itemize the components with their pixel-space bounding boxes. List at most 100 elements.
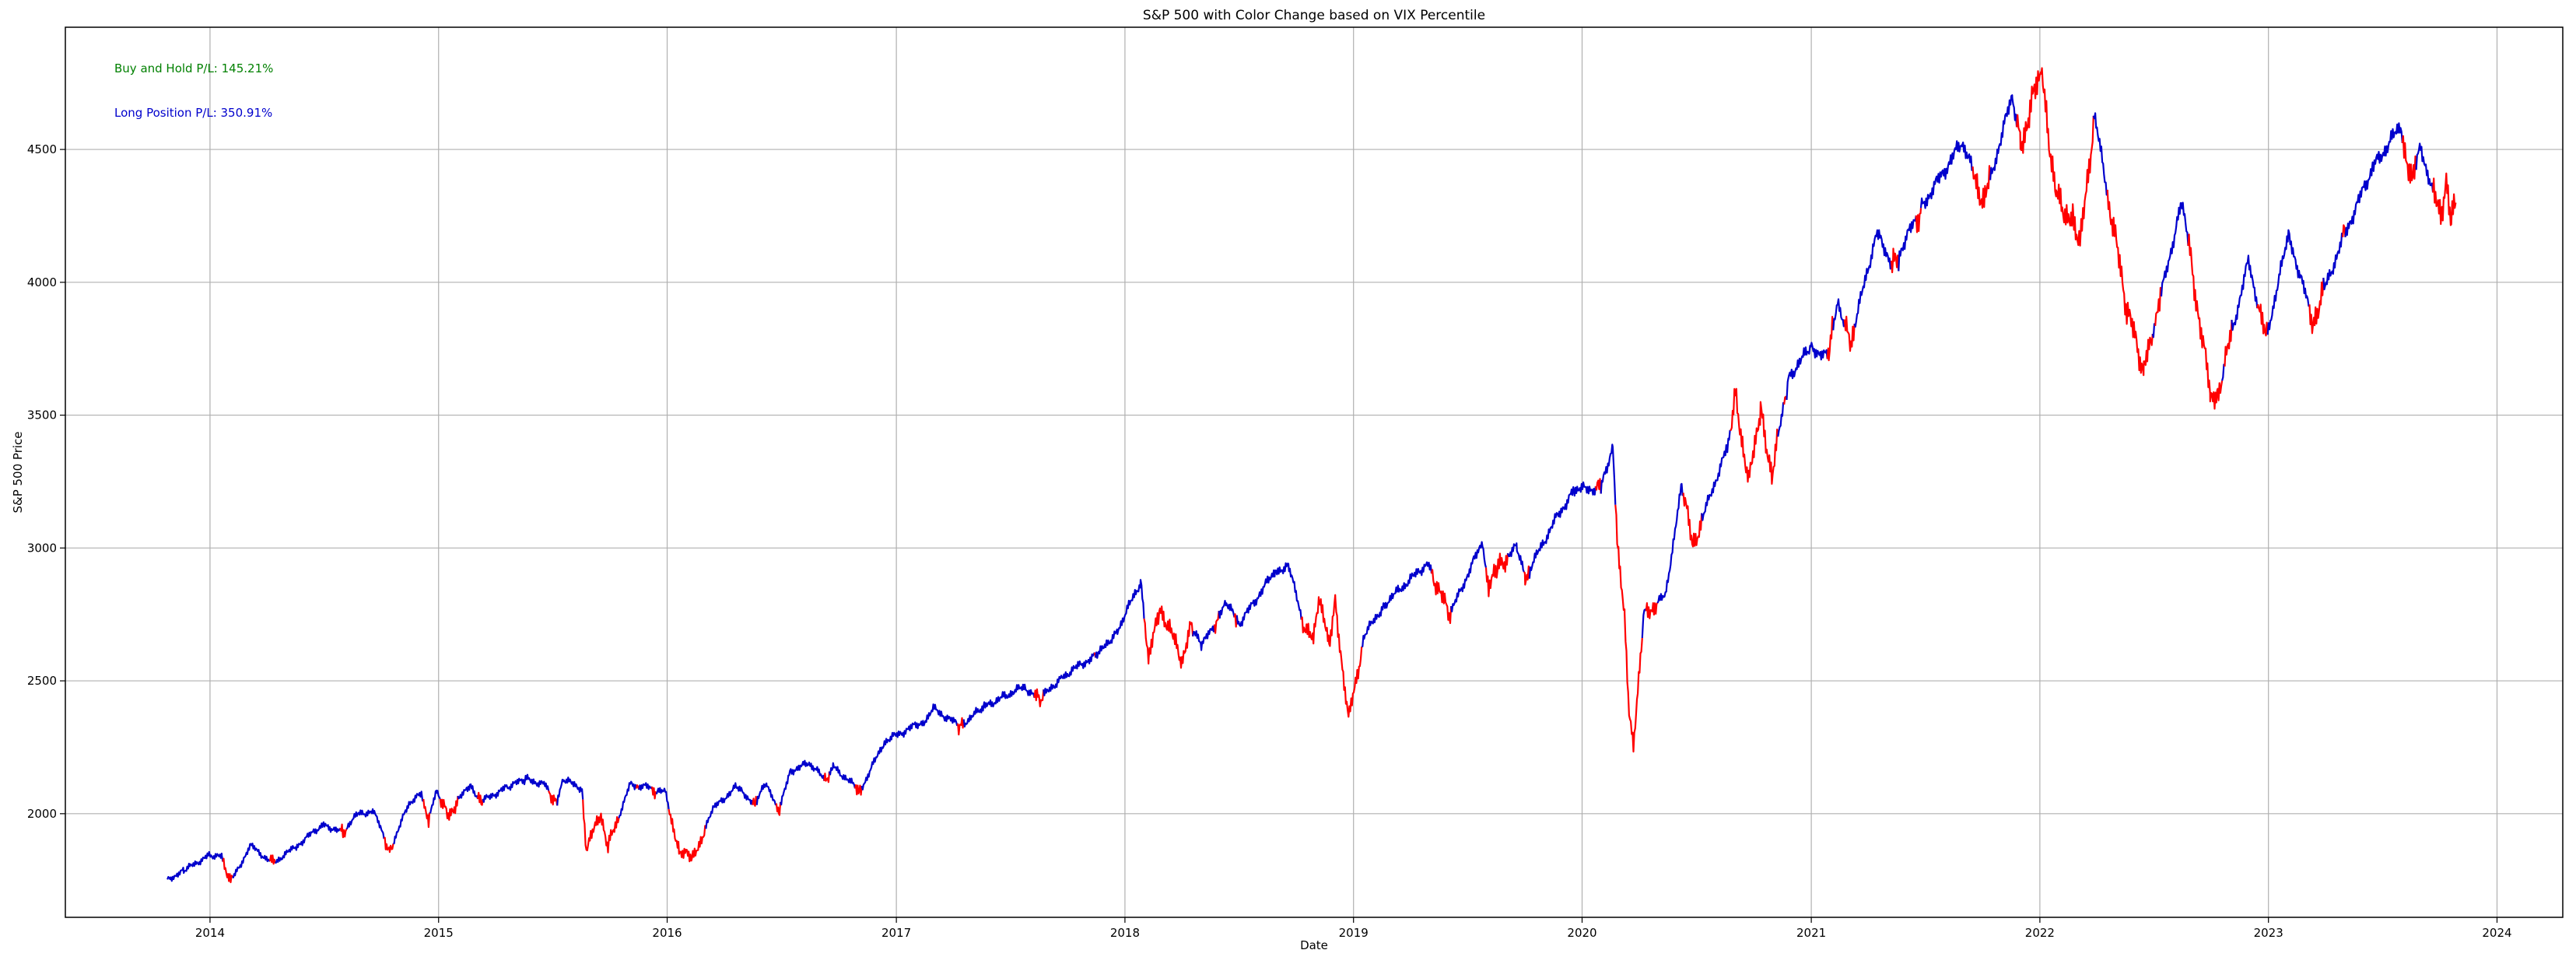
- high-vix-segment-87: [2308, 277, 2325, 335]
- x-tick-label-2020: 2020: [1567, 926, 1596, 940]
- y-tick-label-4000: 4000: [27, 275, 57, 289]
- high-vix-segment-33: [957, 717, 965, 736]
- high-vix-segment-13: [477, 791, 484, 806]
- x-tick-label-2014: 2014: [195, 926, 225, 940]
- low-vix-segment-60: [1701, 429, 1731, 521]
- x-axis-label: Date: [1300, 938, 1328, 952]
- chart-title: S&P 500 with Color Change based on VIX P…: [1143, 8, 1485, 23]
- low-vix-segment-32: [860, 703, 959, 790]
- low-vix-segment-82: [2221, 363, 2226, 381]
- low-vix-segment-40: [1192, 624, 1216, 651]
- high-vix-segment-23: [668, 808, 707, 863]
- high-vix-segment-7: [383, 836, 394, 854]
- y-tick-label-3500: 3500: [27, 408, 57, 422]
- grid-lines: [65, 27, 2563, 917]
- low-vix-segment-64: [1786, 342, 1828, 401]
- high-vix-segment-11: [439, 795, 459, 821]
- high-vix-segment-71: [1915, 208, 1922, 233]
- low-vix-segment-14: [482, 773, 550, 803]
- low-vix-segment-18: [618, 780, 637, 819]
- high-vix-segment-67: [1843, 315, 1856, 352]
- low-vix-segment-2: [232, 843, 271, 878]
- high-vix-segment-77: [2106, 189, 2154, 377]
- low-vix-segment-34: [962, 683, 1036, 727]
- low-vix-segment-38: [1095, 579, 1145, 659]
- high-vix-segment-25: [752, 795, 758, 807]
- high-vix-segment-41: [1213, 610, 1220, 634]
- high-vix-segment-79: [2154, 286, 2163, 326]
- long-position-annotation: Long Position P/L: 350.91%: [114, 106, 272, 120]
- low-vix-segment-72: [1919, 140, 1974, 209]
- low-vix-segment-62: [1777, 401, 1786, 437]
- high-vix-segment-73: [1971, 165, 1992, 209]
- low-vix-segment-52: [1528, 481, 1596, 579]
- low-vix-segment-22: [655, 787, 670, 810]
- high-vix-segment-65: [1826, 316, 1835, 362]
- y-tick-label-2000: 2000: [27, 807, 57, 821]
- high-vix-segment-35: [1033, 688, 1045, 708]
- high-vix-segment-3: [268, 854, 276, 865]
- high-vix-segment-27: [775, 801, 782, 816]
- y-axis-label: S&P 500 Price: [11, 431, 25, 513]
- high-vix-segment-1: [222, 857, 233, 884]
- low-vix-segment-86: [2266, 229, 2311, 335]
- low-vix-segment-80: [2160, 202, 2189, 297]
- x-tick-label-2021: 2021: [1796, 926, 1826, 940]
- high-vix-segment-59: [1682, 493, 1703, 548]
- high-vix-segment-75: [2016, 67, 2094, 247]
- high-vix-segment-57: [1645, 602, 1659, 619]
- low-vix-segment-20: [638, 782, 654, 791]
- buy-and-hold-annotation: Buy and Hold P/L: 145.21%: [114, 61, 273, 75]
- low-vix-segment-66: [1832, 298, 1845, 331]
- low-vix-segment-58: [1656, 482, 1684, 604]
- high-vix-segment-39: [1143, 605, 1194, 669]
- x-tick-label-2015: 2015: [424, 926, 454, 940]
- low-vix-segment-4: [275, 821, 342, 864]
- low-vix-segment-90: [2344, 122, 2403, 237]
- low-vix-segment-16: [556, 776, 584, 806]
- low-vix-segment-70: [1898, 215, 1917, 272]
- high-vix-segment-43: [1233, 613, 1238, 628]
- high-vix-segment-69: [1890, 247, 1900, 274]
- high-vix-segment-45: [1300, 594, 1363, 718]
- high-vix-segment-83: [2224, 320, 2233, 367]
- y-tick-label-4500: 4500: [27, 142, 57, 156]
- low-vix-segment-26: [755, 782, 777, 806]
- price-line: [166, 67, 2457, 884]
- x-tick-label-2023: 2023: [2254, 926, 2283, 940]
- low-vix-segment-68: [1853, 229, 1893, 328]
- high-vix-segment-51: [1523, 565, 1530, 586]
- axis-ticks: 2014 2015 2016 2017 2018 2019 2020 2021 2022 2023…: [27, 142, 2512, 940]
- low-vix-segment-36: [1043, 652, 1095, 696]
- high-vix-segment-29: [823, 771, 831, 783]
- x-tick-label-2019: 2019: [1339, 926, 1369, 940]
- high-vix-segment-81: [2187, 233, 2224, 410]
- low-vix-segment-10: [429, 790, 441, 814]
- x-tick-label-2017: 2017: [881, 926, 911, 940]
- low-vix-segment-74: [1989, 94, 2018, 181]
- low-vix-segment-0: [166, 850, 224, 882]
- low-vix-segment-6: [345, 808, 385, 840]
- low-vix-segment-46: [1362, 561, 1433, 648]
- high-vix-segment-53: [1594, 478, 1602, 494]
- low-vix-segment-48: [1450, 541, 1488, 613]
- x-tick-label-2018: 2018: [1110, 926, 1140, 940]
- low-vix-segment-24: [705, 782, 754, 829]
- low-vix-segment-76: [2092, 112, 2108, 196]
- x-tick-label-2016: 2016: [652, 926, 682, 940]
- high-vix-segment-85: [2256, 303, 2269, 337]
- low-vix-segment-8: [393, 790, 425, 845]
- plot-frame: [65, 26, 2564, 918]
- low-vix-segment-78: [2151, 323, 2157, 338]
- high-vix-segment-49: [1484, 552, 1509, 598]
- x-tick-label-2024: 2024: [2482, 926, 2511, 940]
- low-vix-segment-30: [828, 762, 857, 789]
- low-vix-segment-50: [1506, 542, 1525, 573]
- high-vix-segment-9: [422, 798, 431, 829]
- high-vix-segment-17: [582, 799, 620, 854]
- low-vix-segment-28: [780, 759, 825, 806]
- high-vix-segment-61: [1730, 387, 1779, 485]
- high-vix-segment-55: [1614, 504, 1643, 753]
- high-vix-segment-91: [2401, 135, 2417, 184]
